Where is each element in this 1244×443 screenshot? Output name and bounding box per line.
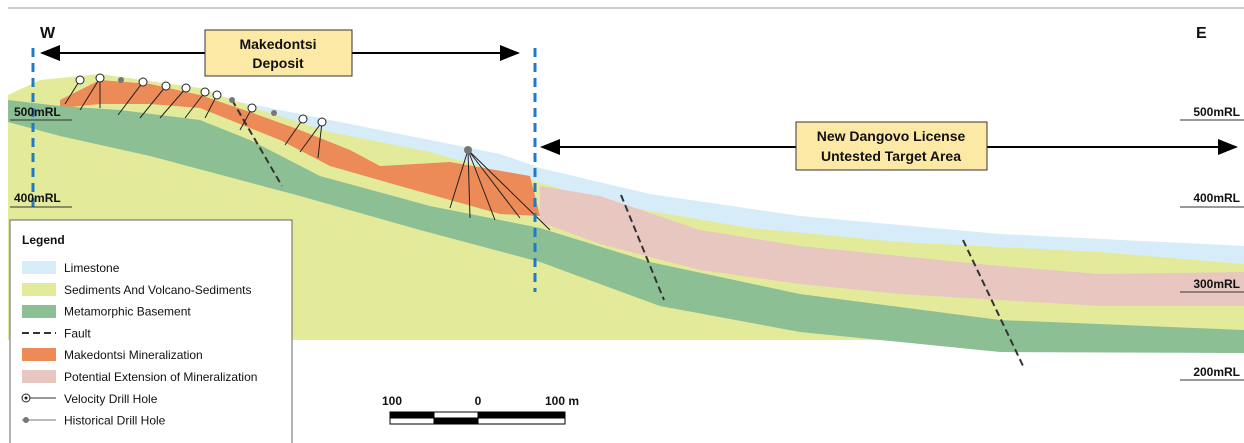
west-label: W: [40, 25, 56, 42]
legend-item: Fault: [64, 326, 91, 340]
legend-swatches: [21, 261, 56, 423]
legend-item: Velocity Drill Hole: [64, 392, 158, 406]
callout-text: Makedontsi: [239, 36, 316, 52]
callout-text: New Dangovo License: [817, 128, 966, 144]
legend-box: [9, 219, 293, 443]
basement: [8, 100, 1244, 353]
license-boundaries: [31, 48, 537, 292]
scale-label: 100: [382, 394, 402, 408]
legend-item: Sediments And Volcano-Sediments: [64, 283, 251, 297]
potential-extension: [540, 186, 1244, 306]
target-callout: [795, 121, 988, 171]
drill-holes: [64, 73, 551, 231]
elevation-label: 400mRL: [14, 191, 61, 205]
legend-item: Makedontsi Mineralization: [64, 348, 203, 362]
legend-item: Limestone: [64, 261, 120, 275]
scale-label: 100 m: [545, 394, 579, 408]
legend-item: Potential Extension of Mineralization: [64, 370, 257, 384]
legend-item: Metamorphic Basement: [64, 305, 191, 319]
scale-label: 0: [475, 394, 482, 408]
elevation-label: 300mRL: [1193, 277, 1240, 291]
elevation-label: 400mRL: [1193, 191, 1240, 205]
legend-item: Historical Drill Hole: [64, 414, 166, 428]
scale-bar: [389, 411, 566, 425]
elevation-label: 200mRL: [1193, 365, 1240, 379]
deposit-callout: [204, 29, 353, 77]
callout-text: Deposit: [252, 55, 304, 71]
east-label: E: [1196, 25, 1207, 42]
elevation-label: 500mRL: [14, 105, 61, 119]
faults: [231, 99, 1025, 369]
legend-title: Legend: [22, 233, 65, 247]
callout-text: Untested Target Area: [821, 148, 961, 164]
elevation-label: 500mRL: [1193, 105, 1240, 119]
mineralization: [60, 80, 540, 216]
elevation-lines: [10, 119, 1244, 381]
